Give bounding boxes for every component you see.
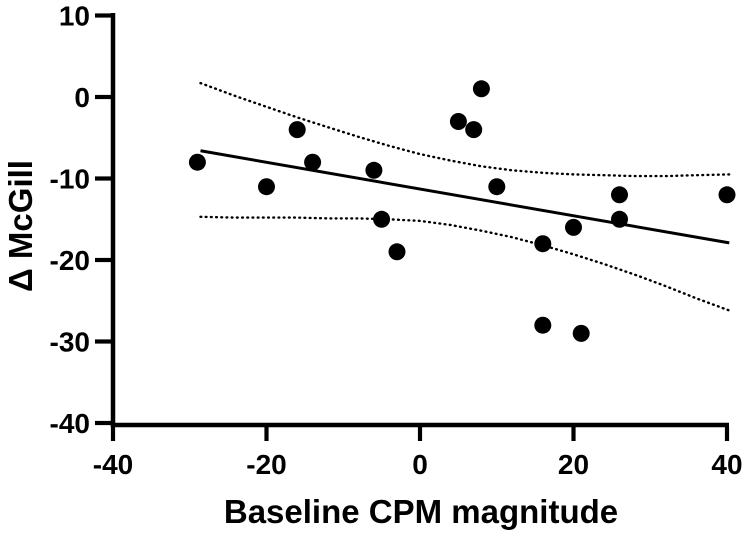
data-point [534,316,552,334]
data-point [388,243,406,261]
data-point [465,121,483,139]
data-point [188,153,206,171]
data-point [373,210,391,228]
data-points-group [188,80,736,342]
x-tick-label: 40 [711,449,742,480]
x-axis-ticks: -40 -20 0 20 40 [93,427,743,480]
x-tick-label: -20 [246,449,286,480]
ci-lower-dotted-curve [199,215,731,312]
y-tick-label: -30 [50,327,90,358]
data-point [565,218,582,236]
data-point [718,186,736,204]
regression-line [200,149,730,245]
data-point [304,153,322,171]
data-point [258,178,275,196]
x-axis-title: Baseline CPM magnitude [224,493,618,530]
data-point [365,161,383,179]
y-tick-label: -10 [50,164,90,195]
x-tick-label: -40 [93,449,133,480]
data-point [449,113,467,130]
data-point [611,210,628,228]
y-tick-label: -40 [50,408,90,439]
y-tick-label: 10 [59,1,90,32]
y-tick-label: 0 [74,82,90,113]
data-point [534,235,552,253]
y-axis-ticks: 10 0 -10 -20 -30 -40 [50,1,111,439]
ci-upper-dotted-curve [199,81,731,178]
x-tick-label: 20 [558,449,589,480]
y-tick-label: -20 [50,245,90,276]
y-axis-title: Δ McGill [2,160,39,292]
data-point [472,80,490,98]
x-tick-label: 0 [412,449,428,480]
data-point [611,186,628,204]
data-point [288,121,306,139]
data-point [572,324,590,342]
data-point [488,178,506,196]
